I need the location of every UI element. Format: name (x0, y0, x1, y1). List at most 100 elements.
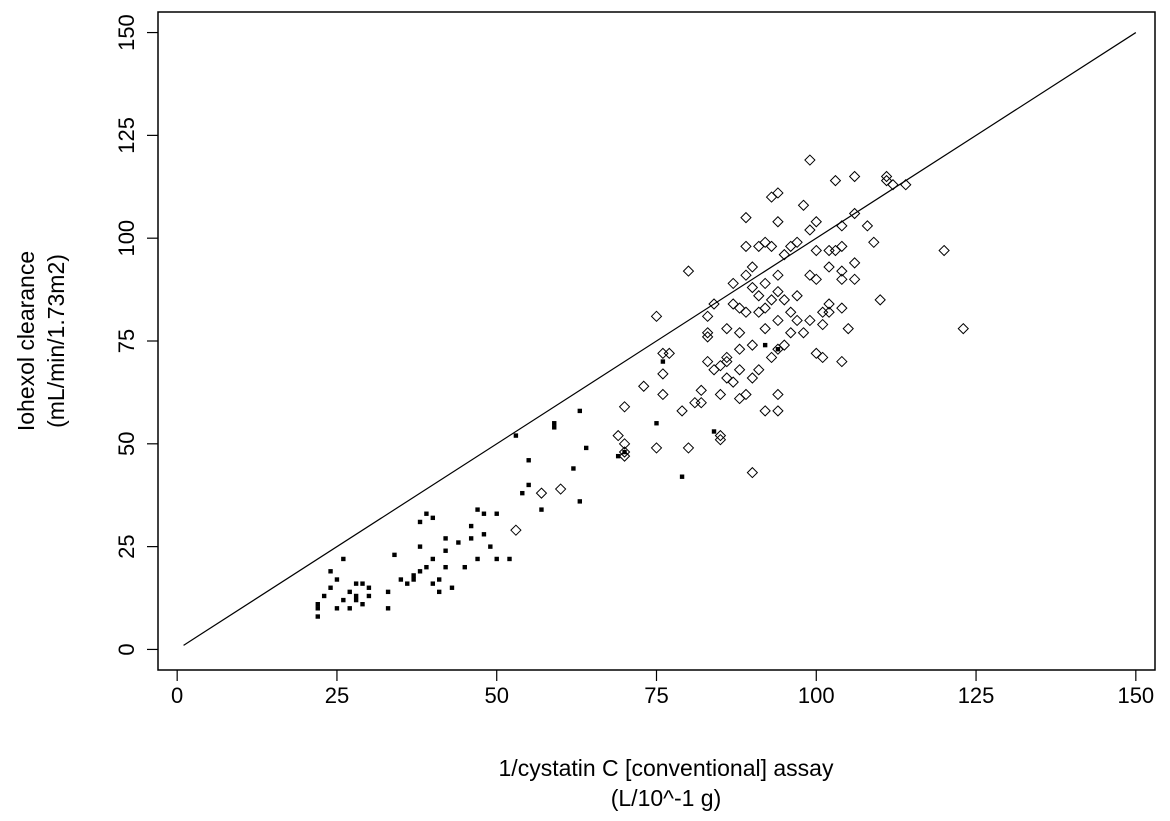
point (791, 314, 803, 327)
point (740, 269, 752, 281)
point (753, 306, 765, 318)
point (347, 589, 352, 595)
point (510, 524, 522, 536)
point (682, 442, 695, 454)
point (778, 339, 791, 351)
point (772, 187, 784, 199)
y-tick-label: 25 (114, 534, 139, 558)
point (900, 179, 912, 191)
point (848, 207, 861, 220)
point (494, 511, 499, 516)
x-tick-label: 25 (325, 683, 349, 708)
point (554, 483, 567, 495)
point (430, 556, 436, 562)
point (733, 343, 746, 355)
point (772, 388, 784, 401)
point (353, 597, 359, 603)
x-axis-label: (L/10^-1 g) (611, 785, 722, 811)
point (721, 372, 733, 384)
point (868, 236, 880, 249)
point (437, 589, 442, 595)
y-tick-label: 0 (114, 643, 139, 655)
point (791, 290, 803, 302)
point (481, 532, 487, 537)
point (810, 347, 822, 360)
point (708, 364, 720, 376)
point (759, 236, 771, 249)
point (823, 306, 835, 318)
point (797, 199, 810, 211)
point (714, 429, 727, 442)
point (823, 244, 835, 257)
point (462, 564, 467, 570)
point (785, 327, 797, 339)
point (615, 453, 621, 459)
point (618, 438, 631, 450)
point (552, 421, 557, 426)
x-tick-label: 0 (171, 683, 183, 708)
point (765, 294, 778, 306)
point (328, 585, 333, 590)
point (676, 405, 688, 417)
point (804, 154, 816, 166)
point (778, 294, 791, 306)
point (366, 593, 372, 599)
point (721, 355, 733, 368)
point (360, 602, 365, 607)
y-tick-label: 125 (114, 117, 139, 154)
y-tick-label: 75 (114, 329, 139, 353)
point (315, 602, 320, 607)
point (753, 290, 765, 302)
point (385, 606, 391, 611)
point (829, 174, 842, 187)
point (816, 306, 829, 318)
point (430, 515, 436, 521)
y-tick-label: 150 (114, 14, 139, 51)
point (618, 446, 631, 458)
point (740, 388, 752, 401)
point (823, 261, 835, 273)
point (468, 536, 474, 541)
point (797, 327, 810, 339)
point (328, 569, 333, 574)
point (437, 577, 442, 582)
point (880, 170, 893, 183)
point (638, 380, 650, 392)
point (733, 327, 746, 339)
point (456, 540, 461, 545)
point (874, 294, 886, 306)
point (740, 240, 752, 253)
point (733, 392, 746, 405)
point (746, 261, 759, 273)
reference-line (183, 32, 1137, 646)
point (816, 318, 829, 331)
point (660, 359, 666, 364)
y-tick-label: 100 (114, 220, 139, 257)
point (772, 405, 784, 417)
point (539, 507, 544, 512)
point (746, 339, 759, 351)
point (411, 573, 416, 578)
point (887, 179, 899, 191)
point (778, 248, 791, 261)
point (405, 581, 410, 586)
point (746, 466, 759, 479)
point (836, 220, 848, 232)
point (695, 396, 707, 409)
point (762, 342, 768, 348)
point (520, 490, 525, 496)
point (701, 310, 714, 323)
point (836, 355, 848, 368)
point (526, 482, 531, 488)
point (772, 216, 784, 228)
point (334, 577, 340, 582)
point (424, 564, 429, 570)
point (424, 511, 429, 516)
point (727, 277, 739, 290)
point (398, 577, 404, 582)
point (772, 314, 784, 327)
point (657, 368, 669, 380)
point (772, 269, 784, 281)
point (622, 449, 627, 455)
point (759, 322, 771, 335)
